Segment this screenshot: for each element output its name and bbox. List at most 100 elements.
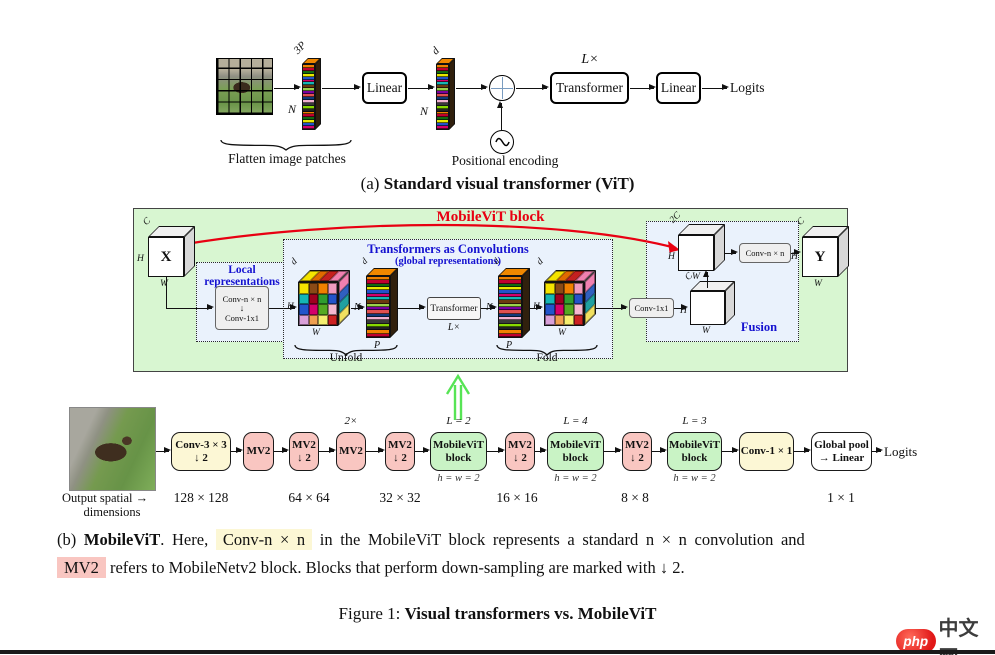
cube-cell bbox=[308, 293, 318, 304]
stack-front-face bbox=[366, 276, 390, 338]
stack-stripe bbox=[437, 114, 448, 118]
spatial-dim-label: 16 × 16 bbox=[496, 490, 538, 505]
pipeline-block-label: MV2 bbox=[508, 438, 532, 451]
stack-stripe bbox=[437, 82, 448, 86]
caption-b-prefix: (b) bbox=[57, 530, 84, 549]
watermark-site-text: 中文网 bbox=[938, 618, 979, 655]
pipeline-block-label: MobileViT bbox=[433, 438, 484, 451]
stack-stripe bbox=[303, 73, 314, 77]
stack-dim-side: N bbox=[288, 102, 297, 116]
pipeline-logits-label: Logits bbox=[884, 444, 918, 459]
pipeline-block-label: Global pool bbox=[814, 438, 869, 451]
pipeline-block-label: Conv-1 × 1 bbox=[740, 445, 793, 457]
pipeline-block-label-2: ↓ 2 bbox=[513, 451, 527, 464]
stack-dim-top: 3P bbox=[291, 39, 309, 57]
stack-stripe bbox=[367, 306, 389, 311]
spatial-dim-label: 32 × 32 bbox=[379, 490, 421, 505]
cube-dim-bottom: W bbox=[312, 328, 320, 338]
pipeline-block-label-2: ↓ 2 bbox=[297, 451, 311, 464]
stack-stripe bbox=[303, 108, 314, 112]
cube-front-face bbox=[544, 282, 584, 326]
cube-cell bbox=[299, 283, 309, 294]
pipeline-block: Global pool → Linear bbox=[811, 432, 872, 471]
stack-stripe bbox=[303, 120, 314, 124]
stack-stripe bbox=[499, 310, 521, 314]
cube-cell bbox=[545, 314, 555, 325]
stack-stripe bbox=[437, 108, 448, 112]
stack-dim-side: N bbox=[486, 302, 493, 313]
stack-stripe bbox=[367, 316, 389, 321]
pipeline-block-label-2: ↓ 2 bbox=[630, 451, 644, 464]
spatial-dim-label: 64 × 64 bbox=[288, 490, 330, 505]
stack-stripe bbox=[437, 120, 448, 124]
stack-stripe bbox=[437, 126, 448, 129]
flow-arrow bbox=[481, 304, 497, 311]
fusion-conv-nn-label: Conv-n × n bbox=[745, 248, 785, 258]
stack-stripe bbox=[437, 73, 448, 77]
stack-stripe bbox=[303, 102, 314, 106]
cube-cell bbox=[299, 314, 309, 325]
plus-encoding-icon bbox=[489, 75, 515, 101]
stack-stripe bbox=[499, 280, 521, 284]
stack-stripe bbox=[499, 320, 521, 324]
cube-cell bbox=[545, 293, 555, 304]
stack-front-face bbox=[302, 64, 315, 130]
stack-stripe bbox=[499, 300, 521, 304]
flow-arrow bbox=[269, 304, 297, 311]
pipeline-block: MV2 ↓ 2 bbox=[622, 432, 652, 471]
stack-stripe bbox=[367, 280, 389, 284]
caption-b-line-2: MV2 refers to MobileNetv2 block. Blocks … bbox=[57, 557, 685, 578]
stack-stripe bbox=[367, 300, 389, 304]
pipeline-block: MV2 ↓ 2 bbox=[505, 432, 535, 471]
stack-stripe bbox=[499, 283, 521, 287]
flow-arrow bbox=[674, 304, 688, 311]
figure-caption-prefix: Figure 1: bbox=[338, 604, 405, 623]
flow-arrow bbox=[725, 249, 738, 256]
cube-front-face bbox=[690, 291, 725, 325]
cube-dim-side: H bbox=[137, 254, 144, 264]
caption-b-highlight-conv: Conv-n × n bbox=[215, 529, 313, 550]
stack-stripe bbox=[367, 333, 389, 337]
unfold-label: Unfold bbox=[329, 352, 363, 364]
cube-cell bbox=[564, 314, 574, 325]
stack-stripe bbox=[499, 306, 521, 311]
flow-arrow bbox=[351, 304, 365, 311]
cube-dim-bottom: W bbox=[160, 279, 168, 289]
vit-patch-image bbox=[216, 58, 273, 115]
stack-stripe bbox=[367, 303, 389, 307]
stack-stripe bbox=[367, 283, 389, 287]
stack-stripe bbox=[499, 330, 521, 334]
flow-arrow bbox=[366, 447, 385, 454]
stack-stripe bbox=[499, 293, 521, 297]
cube-cell bbox=[554, 283, 564, 294]
stack-stripe bbox=[367, 277, 389, 281]
cube-cell bbox=[545, 283, 555, 294]
stack-stripe bbox=[303, 79, 314, 83]
pipeline-block: MobileViT block bbox=[430, 432, 487, 471]
stack-stripe bbox=[437, 99, 448, 103]
stack-stripe bbox=[437, 88, 448, 92]
stack-stripe bbox=[303, 82, 314, 86]
cube-cell bbox=[327, 304, 337, 315]
flow-arrow bbox=[274, 84, 301, 91]
vit-linear-2: Linear bbox=[656, 72, 701, 104]
fusion-conv-1x1-box: Conv-1x1 bbox=[629, 298, 674, 318]
stack-stripe bbox=[303, 76, 314, 80]
input-dog-photo bbox=[69, 407, 156, 491]
cube-dim-side: H bbox=[668, 252, 675, 262]
pipeline-block-label-2: ↓ 2 bbox=[393, 451, 407, 464]
cube-cell bbox=[554, 293, 564, 304]
stack-dim-bottom: P bbox=[374, 340, 381, 351]
stack-stripe bbox=[499, 296, 521, 301]
cube-cell bbox=[554, 304, 564, 315]
cube-cell bbox=[573, 293, 583, 304]
flatten-underbrace bbox=[220, 139, 352, 151]
cube-cell bbox=[327, 283, 337, 294]
pipeline-block: Conv-1 × 1 bbox=[739, 432, 794, 471]
cube-cell bbox=[308, 314, 318, 325]
flow-arrow bbox=[596, 304, 628, 311]
flow-arrow bbox=[408, 84, 435, 91]
sine-icon bbox=[490, 130, 514, 154]
stack-stripe bbox=[303, 117, 314, 121]
stack-right-face bbox=[522, 268, 530, 338]
